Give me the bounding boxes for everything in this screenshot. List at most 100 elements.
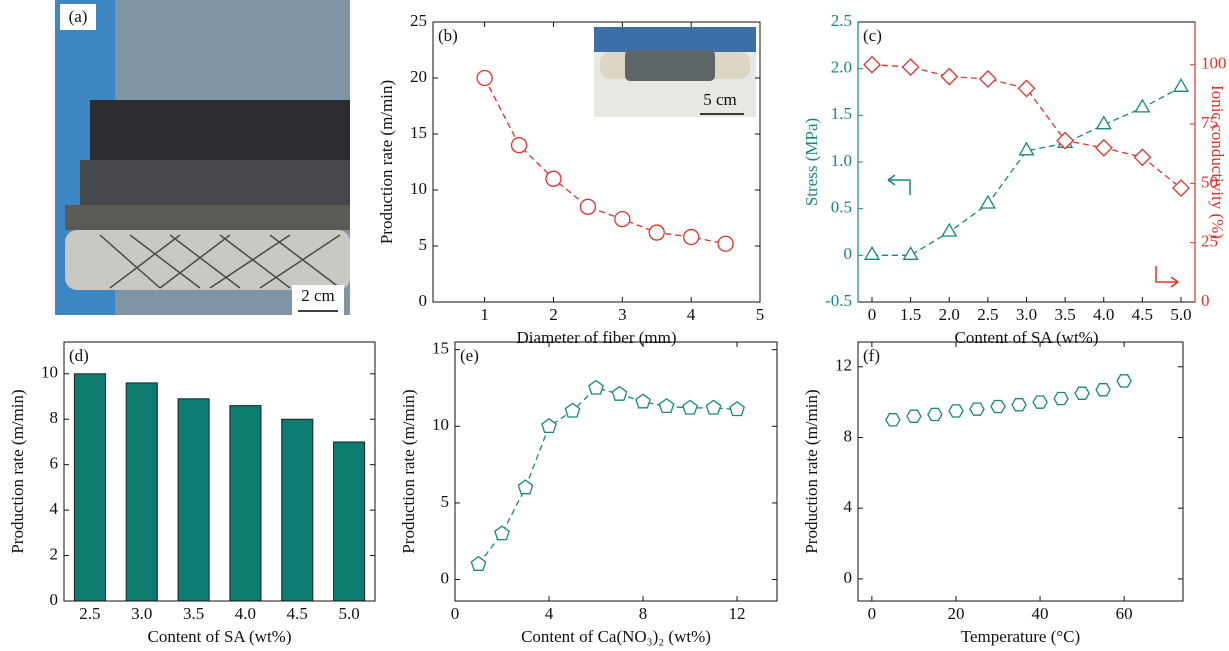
x-axis-label: Content of SA (wt%)	[954, 328, 1098, 347]
y-tick-label: 0.5	[831, 198, 852, 217]
panel-label: (e)	[460, 346, 479, 365]
y-tick-label: 20	[410, 67, 427, 86]
y-tick-label: 0	[419, 291, 428, 310]
y2-tick-label: 100	[1201, 54, 1227, 73]
marker	[1173, 180, 1189, 196]
marker	[615, 212, 630, 227]
y-tick-label: 4	[50, 499, 59, 518]
bar	[282, 419, 313, 601]
annotation-arrows	[888, 175, 1178, 287]
page: {"chart_data": [ {"type": "photo", "labe…	[0, 0, 1229, 651]
y-tick-label: 0	[844, 568, 853, 587]
x-axis-label: Diameter of fiber (mm)	[516, 328, 676, 347]
y-axis-label: Stress (MPa)	[802, 118, 821, 206]
inset-fiber	[625, 50, 715, 81]
x-tick-label: 4	[687, 305, 696, 324]
x-tick-label: 4.0	[1093, 305, 1114, 324]
x-tick-label: 3.5	[1055, 305, 1076, 324]
panel-label: (d)	[69, 346, 89, 365]
x-tick-label: 20	[947, 604, 964, 623]
panel-label: (b)	[438, 26, 458, 45]
photo-spool	[65, 230, 350, 290]
y2-tick-label: 0	[1201, 291, 1210, 310]
x-tick-label: 0	[868, 305, 877, 324]
y-axis-label: Production rate (m/min)	[399, 389, 418, 553]
y-tick-label: 2.5	[831, 11, 852, 30]
marker	[1054, 393, 1068, 405]
y-tick-label: 5	[441, 492, 450, 511]
y-tick-label: 5	[419, 235, 428, 254]
y-tick-label: 2	[50, 544, 59, 563]
marker	[542, 419, 556, 433]
panel-label: (f)	[863, 346, 880, 365]
marker	[907, 410, 921, 422]
marker	[1012, 399, 1026, 411]
arrow	[888, 175, 910, 195]
x-tick-label: 0	[451, 604, 460, 623]
y-tick-label: 0	[441, 568, 450, 587]
y-tick-label: 25	[410, 11, 427, 30]
x-tick-label: 5.0	[1170, 305, 1191, 324]
marker	[991, 401, 1005, 413]
marker	[512, 138, 527, 153]
marker	[471, 557, 485, 571]
inset-background	[594, 27, 756, 52]
x-tick-label: 40	[1032, 604, 1049, 623]
arrow	[1156, 266, 1178, 287]
plot-frame	[64, 342, 375, 601]
marker	[1096, 140, 1112, 156]
marker	[1174, 79, 1188, 91]
x-tick-label: 60	[1116, 604, 1133, 623]
marker	[718, 236, 733, 251]
y2-axis-label: Ionic conductivity (%)	[1208, 85, 1227, 239]
bar	[230, 406, 261, 601]
marker	[949, 405, 963, 417]
marker	[981, 196, 995, 208]
plot-frame	[858, 342, 1183, 601]
marker	[1075, 387, 1089, 399]
photo-machine	[90, 100, 350, 160]
x-tick-label: 1	[480, 305, 489, 324]
scale-label: 2 cm	[301, 286, 335, 305]
x-tick-label: 0	[868, 604, 877, 623]
x-tick-label: 2	[549, 305, 558, 324]
x-axis-label: Temperature (°C)	[961, 627, 1080, 646]
x-tick-label: 4.0	[235, 604, 256, 623]
plot-frame	[455, 342, 777, 601]
y-tick-label: 10	[410, 179, 427, 198]
x-tick-label: 2.0	[939, 305, 960, 324]
x-tick-label: 2.5	[79, 604, 100, 623]
x-tick-label: 4.5	[287, 604, 308, 623]
y-tick-label: 8	[50, 408, 59, 427]
marker	[659, 399, 673, 413]
y-tick-label: 12	[835, 356, 852, 375]
y-tick-label: 10	[432, 415, 449, 434]
marker	[706, 400, 720, 414]
figure: (a) 2 cm 5 cm 051015202512345(b)Diameter…	[0, 0, 1229, 651]
y-tick-label: 10	[41, 363, 58, 382]
y-tick-label: 0	[50, 590, 59, 609]
marker	[684, 230, 699, 245]
x-tick-label: 3.0	[1016, 305, 1037, 324]
marker	[649, 225, 664, 240]
y-tick-label: 15	[432, 339, 449, 358]
y-tick-label: 0	[844, 244, 853, 263]
marker	[495, 526, 509, 540]
panel-label: (c)	[863, 26, 882, 45]
x-tick-label: 5.0	[338, 604, 359, 623]
marker	[1019, 80, 1035, 96]
marker	[865, 247, 879, 259]
y-axis-label: Production rate (m/min)	[377, 80, 396, 244]
y-tick-label: 15	[410, 123, 427, 142]
photo: (a) 2 cm	[55, 0, 350, 315]
marker	[980, 71, 996, 87]
marker	[477, 71, 492, 86]
y-tick-label: 4	[844, 497, 853, 516]
x-axis-label: Content of Ca(NO₃)₂ (wt%)	[521, 627, 711, 646]
marker	[903, 59, 919, 75]
marker	[730, 402, 744, 416]
x-tick-label: 3	[618, 305, 627, 324]
marker	[928, 408, 942, 420]
marker	[580, 199, 595, 214]
marker	[1020, 143, 1034, 155]
